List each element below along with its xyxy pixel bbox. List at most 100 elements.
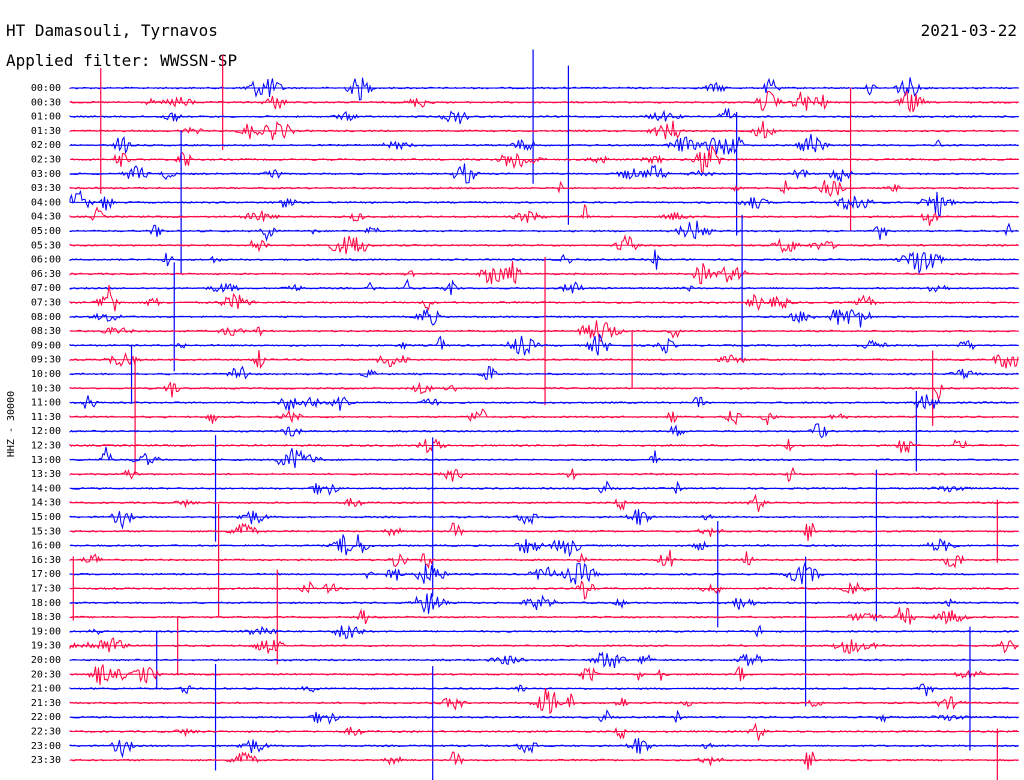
time-label: 23:30: [31, 755, 61, 766]
trace-waveform: [69, 561, 1019, 585]
time-label: 04:00: [31, 197, 61, 208]
trace-waveform: [69, 580, 1019, 600]
trace-waveform: [69, 90, 1019, 113]
trace-waveform: [69, 394, 1019, 412]
date-label: 2021-03-22: [921, 21, 1017, 40]
trace-waveform: [69, 593, 1019, 614]
filter-label: Applied filter: WWSSN-SP: [6, 51, 237, 70]
time-label: 03:00: [31, 169, 61, 180]
time-label: 12:00: [31, 426, 61, 437]
trace-waveform: [69, 683, 1019, 697]
time-label: 16:00: [31, 541, 61, 552]
trace-waveform: [69, 534, 1019, 558]
trace-waveform: [69, 466, 1019, 483]
time-label: 09:30: [31, 355, 61, 366]
time-label: 15:30: [31, 526, 61, 537]
trace-waveform: [69, 234, 1019, 255]
time-label: 19:30: [31, 641, 61, 652]
trace-waveform: [69, 381, 1019, 402]
trace-waveform: [69, 664, 1019, 685]
trace-waveform: [69, 751, 1019, 770]
time-label: 22:30: [31, 727, 61, 738]
time-label: 06:00: [31, 255, 61, 266]
time-label: 22:00: [31, 712, 61, 723]
time-label: 20:30: [31, 669, 61, 680]
time-label: 00:00: [31, 83, 61, 94]
time-label: 02:00: [31, 140, 61, 151]
trace-waveform: [69, 509, 1019, 530]
time-label: 02:30: [31, 155, 61, 166]
trace-waveform: [69, 408, 1018, 426]
time-label: 14:00: [31, 483, 61, 494]
time-label: 17:30: [31, 584, 61, 595]
trace-waveform: [69, 624, 1019, 640]
time-label: 01:00: [31, 112, 61, 123]
trace-waveform: [69, 261, 1019, 285]
time-label: 13:30: [31, 469, 61, 480]
trace-waveform: [69, 333, 1019, 356]
time-label: 11:30: [31, 412, 61, 423]
trace-waveform: [69, 307, 1019, 328]
trace-waveform: [69, 637, 1019, 654]
time-label: 11:00: [31, 398, 61, 409]
time-label: 07:00: [31, 283, 61, 294]
time-label: 08:30: [31, 326, 61, 337]
y-axis-label: HHZ - 30000: [6, 391, 17, 457]
time-label: 17:00: [31, 569, 61, 580]
time-label: 04:30: [31, 212, 61, 223]
time-label: 10:00: [31, 369, 61, 380]
time-label: 12:30: [31, 441, 61, 452]
trace-waveform: [69, 722, 1019, 741]
trace-waveform: [69, 522, 1019, 542]
time-label: 18:30: [31, 612, 61, 623]
trace-waveform: [69, 365, 1018, 380]
time-label: 19:00: [31, 626, 61, 637]
trace-waveform: [69, 145, 1019, 173]
time-label: 18:00: [31, 598, 61, 609]
time-label: 05:30: [31, 240, 61, 251]
time-label: 06:30: [31, 269, 61, 280]
trace-waveform: [69, 480, 1019, 496]
trace-group: [69, 49, 1019, 780]
trace-waveform: [69, 107, 1019, 124]
time-label: 09:00: [31, 340, 61, 351]
trace-waveform: [69, 446, 1019, 468]
trace-waveform: [69, 549, 1019, 570]
trace-waveform: [69, 423, 1019, 439]
time-label: 16:30: [31, 555, 61, 566]
time-label: 13:00: [31, 455, 61, 466]
trace-waveform: [69, 163, 1019, 184]
trace-waveform: [69, 249, 1019, 275]
trace-waveform: [69, 278, 1018, 296]
time-label: 15:00: [31, 512, 61, 523]
trace-waveform: [69, 607, 1019, 625]
time-label: 10:30: [31, 383, 61, 394]
trace-waveform: [69, 349, 1019, 370]
trace-waveform: [69, 651, 1018, 668]
time-label: 01:30: [31, 126, 61, 137]
trace-waveform: [69, 688, 1019, 715]
trace-waveform: [69, 220, 1019, 242]
time-label: 23:00: [31, 741, 61, 752]
trace-waveform: [69, 120, 1019, 141]
trace-waveform: [69, 204, 1019, 226]
time-label: 08:00: [31, 312, 61, 323]
time-label: 20:00: [31, 655, 61, 666]
trace-waveform: [69, 133, 1019, 155]
trace-waveform: [69, 709, 1019, 725]
time-label-group: 00:00 00:30 01:00 01:30 02:00 02:30 03:00 03:30…: [31, 83, 61, 766]
trace-waveform: [69, 189, 1018, 219]
station-title: HT Damasouli, Tyrnavos: [6, 21, 218, 40]
trace-waveform: [69, 493, 1019, 512]
trace-waveform: [69, 284, 1018, 312]
time-label: 14:30: [31, 498, 61, 509]
time-label: 05:00: [31, 226, 61, 237]
trace-waveform: [69, 320, 1019, 343]
trace-waveform: [69, 737, 1019, 759]
time-label: 21:00: [31, 684, 61, 695]
time-label: 07:30: [31, 298, 61, 309]
trace-waveform: [69, 438, 1018, 454]
trace-waveform: [69, 180, 1018, 198]
trace-waveform: [69, 77, 1018, 101]
